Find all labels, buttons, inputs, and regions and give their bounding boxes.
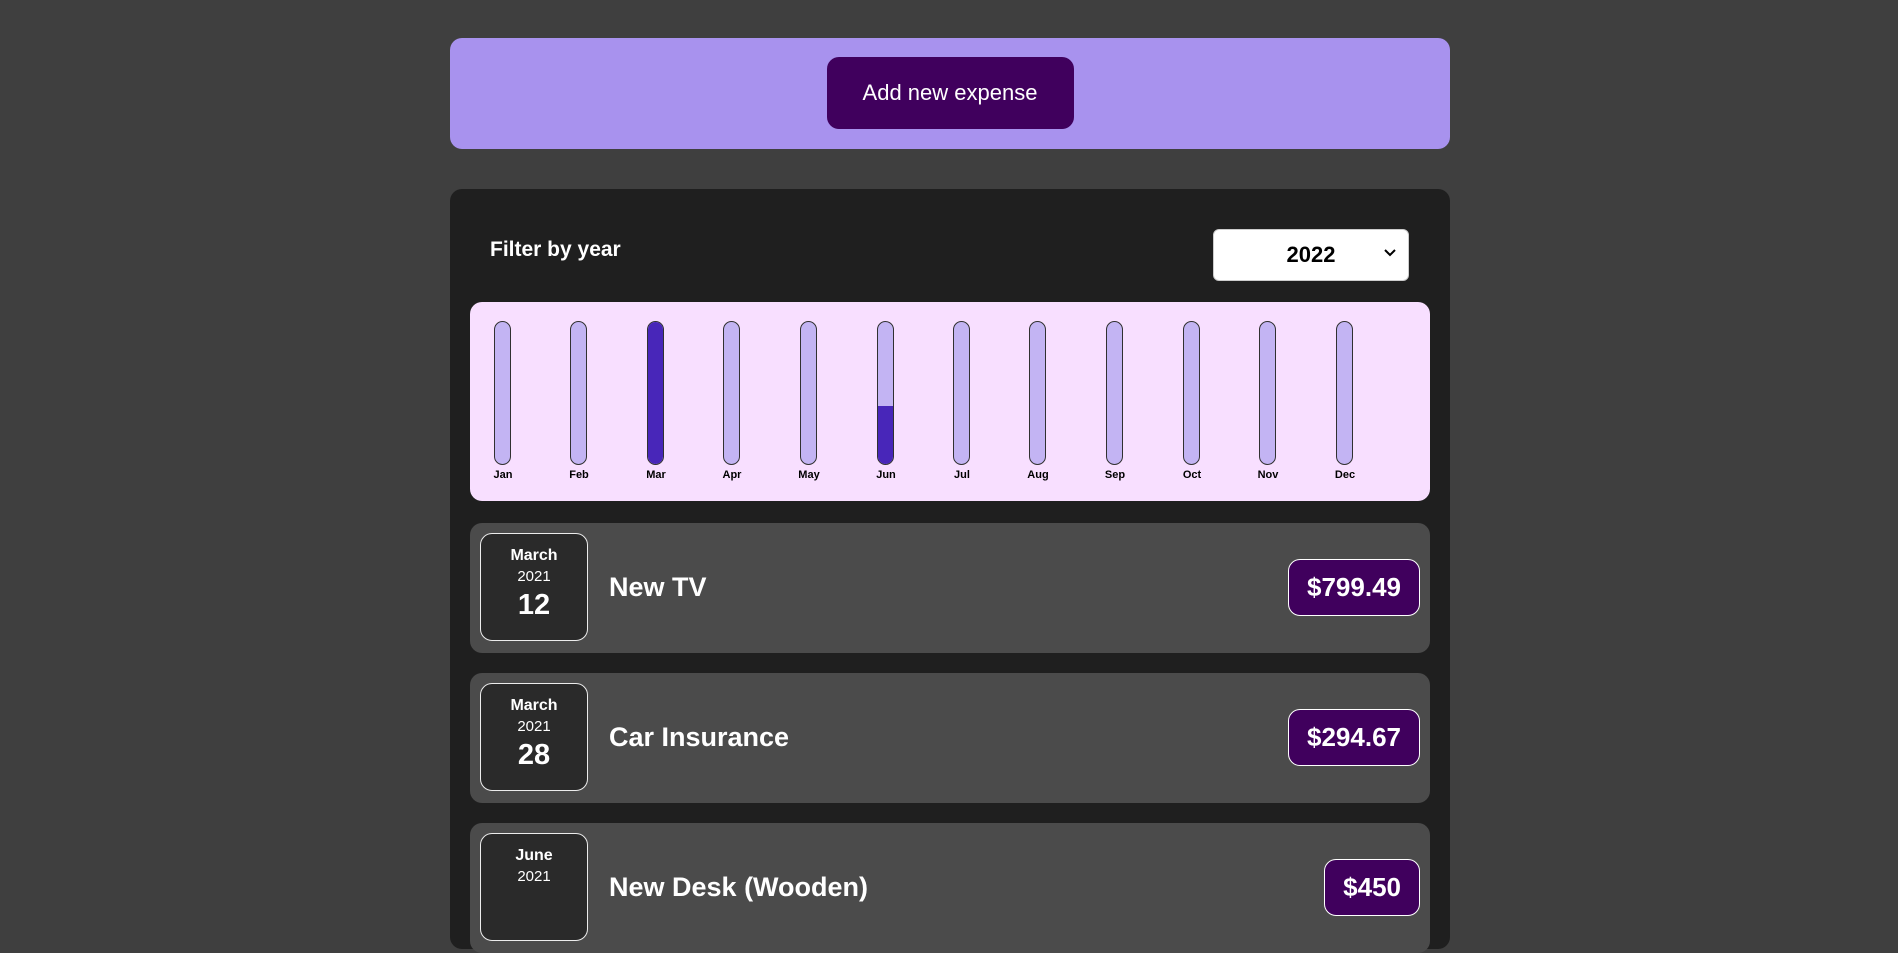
expenses-panel: Filter by year 2022 Jan Feb Mar Apr May Jun Ju… (450, 189, 1450, 953)
chart-bar-label: Oct (1182, 469, 1202, 481)
chart-bar-track (953, 321, 970, 465)
chart-bar-fill (878, 405, 893, 464)
chart-bar-label: Feb (569, 469, 589, 481)
monthly-chart: Jan Feb Mar Apr May Jun Jul Aug Sep Oct Nov Dec (470, 302, 1430, 501)
expense-item: March 2021 12 New TV $799.49 (470, 523, 1430, 653)
chart-bar-label: Aug (1027, 469, 1049, 481)
expense-title: New TV (609, 572, 707, 602)
chart-bar-label: May (798, 469, 820, 481)
expense-day: 12 (517, 589, 551, 621)
chart-bar-label: Apr (722, 469, 742, 481)
chart-bar-track (1106, 321, 1123, 465)
expense-item: June 2021 New Desk (Wooden) $450 (470, 823, 1430, 953)
expense-date: March 2021 12 (480, 533, 588, 641)
expense-year: 2021 (517, 568, 551, 585)
expense-amount: $799.49 (1288, 559, 1420, 616)
chart-bar-label: Nov (1257, 469, 1279, 481)
chart-bar-track (1029, 321, 1046, 465)
chart-bar-fill (648, 322, 663, 464)
expense-year: 2021 (517, 718, 551, 735)
expense-month: March (510, 697, 558, 714)
expense-title: New Desk (Wooden) (609, 872, 869, 902)
add-new-expense-button[interactable]: Add new expense (826, 57, 1074, 129)
expense-date: June 2021 (480, 833, 588, 941)
expense-month: June (515, 847, 553, 864)
year-select-value: 2022 (1286, 242, 1336, 267)
chart-bar-track (494, 321, 511, 465)
chart-bar-label: Mar (646, 469, 666, 481)
chart-bar-track (1336, 321, 1353, 465)
chart-bar-label: Jun (876, 469, 896, 481)
chart-bar-track (877, 321, 894, 465)
filter-by-year-label: Filter by year (490, 238, 621, 261)
expense-date: March 2021 28 (480, 683, 588, 791)
chart-bar-track (1259, 321, 1276, 465)
chart-bar-track (800, 321, 817, 465)
expense-day: 28 (517, 739, 551, 771)
chart-bar-label: Jul (954, 469, 970, 481)
expense-amount: $294.67 (1288, 709, 1420, 766)
chevron-down-icon (1384, 249, 1396, 257)
chart-bar-track (647, 321, 664, 465)
chart-bar-track (570, 321, 587, 465)
expense-year: 2021 (517, 868, 551, 885)
chart-bar-track (723, 321, 740, 465)
expense-item: March 2021 28 Car Insurance $294.67 (470, 673, 1430, 803)
expense-month: March (510, 547, 558, 564)
chart-bar-label: Sep (1104, 469, 1126, 481)
chart-bar-track (1183, 321, 1200, 465)
chart-bar-label: Dec (1334, 469, 1356, 481)
new-expense-panel: Add new expense (450, 38, 1450, 149)
chart-bar-label: Jan (493, 469, 513, 481)
expense-amount: $450 (1324, 859, 1420, 916)
year-select[interactable]: 2022 (1213, 229, 1409, 281)
expense-title: Car Insurance (609, 722, 790, 752)
